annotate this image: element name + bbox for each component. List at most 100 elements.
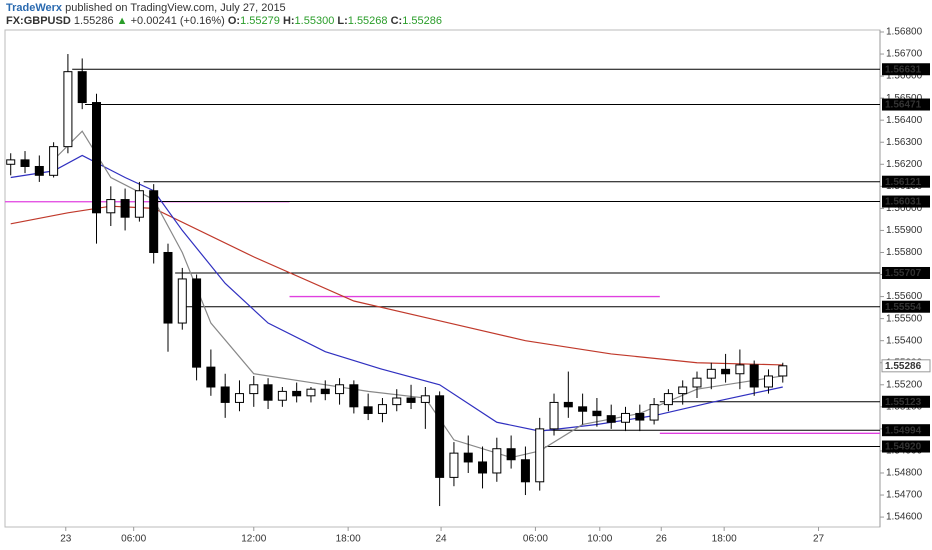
last-price-label: 1.55286 — [885, 361, 922, 372]
candle-body — [277, 390, 287, 401]
candle-body — [77, 71, 87, 104]
candle-body — [763, 375, 773, 388]
x-tick-label: 24 — [436, 534, 448, 545]
header-line-2: FX:GBPUSD 1.55286 ▲ +0.00241 (+0.16%) O:… — [6, 15, 442, 27]
x-tick-label: 10:00 — [587, 534, 612, 545]
x-tick-label: 18:00 — [712, 534, 737, 545]
change: +0.00241 (+0.16%) — [131, 15, 225, 27]
moving-average — [10, 154, 783, 432]
candle-body — [663, 393, 673, 406]
level-label-box — [882, 195, 930, 208]
candle-body — [420, 395, 430, 403]
candle-body — [578, 406, 588, 412]
up-arrow: ▲ — [117, 15, 128, 27]
candle-body — [306, 388, 316, 397]
level-label: 1.56121 — [885, 177, 922, 188]
x-tick-label: 18:00 — [336, 534, 361, 545]
y-tick-label: 1.56000 — [886, 203, 923, 214]
candle-body — [120, 199, 130, 218]
candle-body — [478, 461, 488, 474]
level-label: 1.54994 — [885, 425, 922, 436]
open: 1.55279 — [240, 15, 280, 27]
level-label-box — [882, 440, 930, 453]
candle-body — [34, 165, 44, 176]
y-tick-label: 1.54700 — [886, 490, 923, 501]
x-tick-label: 23 — [60, 534, 72, 545]
last-price-box — [881, 359, 931, 373]
candle-body — [706, 368, 716, 379]
candle-body — [635, 412, 645, 421]
y-tick-label: 1.54600 — [886, 512, 923, 523]
x-tick-label: 26 — [656, 534, 668, 545]
candle-body — [678, 386, 688, 395]
candle-body — [163, 251, 173, 324]
level-label-box — [882, 424, 930, 437]
level-label-box — [882, 395, 930, 408]
candle-body — [20, 159, 30, 167]
candle-body — [535, 428, 545, 483]
low-label: L: — [337, 15, 347, 27]
candle-body — [649, 404, 659, 421]
candle-body — [435, 395, 445, 478]
y-tick-label: 1.56700 — [886, 49, 923, 60]
candle-body — [735, 364, 745, 375]
candle-body — [63, 71, 73, 148]
candle-body — [621, 412, 631, 423]
candle-body — [506, 448, 516, 461]
level-label: 1.55123 — [885, 397, 922, 408]
candle-body — [292, 390, 302, 397]
symbol: FX:GBPUSD — [6, 15, 71, 27]
candle-body — [6, 159, 16, 165]
candle-body — [406, 397, 416, 403]
candle-body — [563, 401, 573, 408]
candle-body — [349, 384, 359, 408]
candle-body — [492, 448, 502, 474]
candle-body — [234, 393, 244, 403]
candle-body — [778, 365, 788, 377]
candle-body — [92, 102, 102, 214]
level-label: 1.56471 — [885, 100, 922, 111]
y-tick-label: 1.55800 — [886, 247, 923, 258]
level-label-box — [882, 300, 930, 313]
y-tick-label: 1.55400 — [886, 335, 923, 346]
candle-body — [149, 190, 159, 253]
low: 1.55268 — [348, 15, 388, 27]
close-label: C: — [391, 15, 403, 27]
y-tick-label: 1.56800 — [886, 27, 923, 38]
x-tick-label: 06:00 — [523, 534, 548, 545]
candle-body — [520, 459, 530, 483]
header-line-1: TradeWerx published on TradingView.com, … — [6, 2, 286, 14]
high: 1.55300 — [295, 15, 335, 27]
candle-body — [134, 190, 144, 218]
x-tick-label: 12:00 — [241, 534, 266, 545]
open-label: O: — [228, 15, 240, 27]
y-tick-label: 1.56300 — [886, 137, 923, 148]
y-tick-label: 1.56400 — [886, 115, 923, 126]
candle-body — [549, 401, 559, 430]
published: published on TradingView.com, July 27, 2… — [65, 2, 286, 14]
candle-body — [692, 377, 702, 388]
y-tick-label: 1.55900 — [886, 225, 923, 236]
level-label-box — [882, 175, 930, 188]
candle-body — [463, 452, 473, 463]
level-label: 1.56631 — [885, 64, 922, 75]
candle-body — [749, 364, 759, 388]
y-tick-label: 1.55600 — [886, 291, 923, 302]
candle-body — [449, 452, 459, 478]
level-label-box — [882, 98, 930, 111]
author[interactable]: TradeWerx — [6, 2, 63, 14]
y-tick-label: 1.56500 — [886, 93, 923, 104]
candle-body — [721, 368, 731, 375]
candle-body — [392, 397, 402, 406]
candle-body — [249, 384, 259, 395]
candle-body — [106, 199, 116, 214]
candle-body — [363, 406, 373, 414]
y-tick-label: 1.56200 — [886, 159, 923, 170]
x-tick-label: 27 — [813, 534, 825, 545]
y-tick-label: 1.56600 — [886, 71, 923, 82]
level-label-box — [882, 266, 930, 279]
candle-body — [606, 415, 616, 423]
level-label: 1.55554 — [885, 302, 922, 313]
candle-body — [320, 388, 330, 395]
